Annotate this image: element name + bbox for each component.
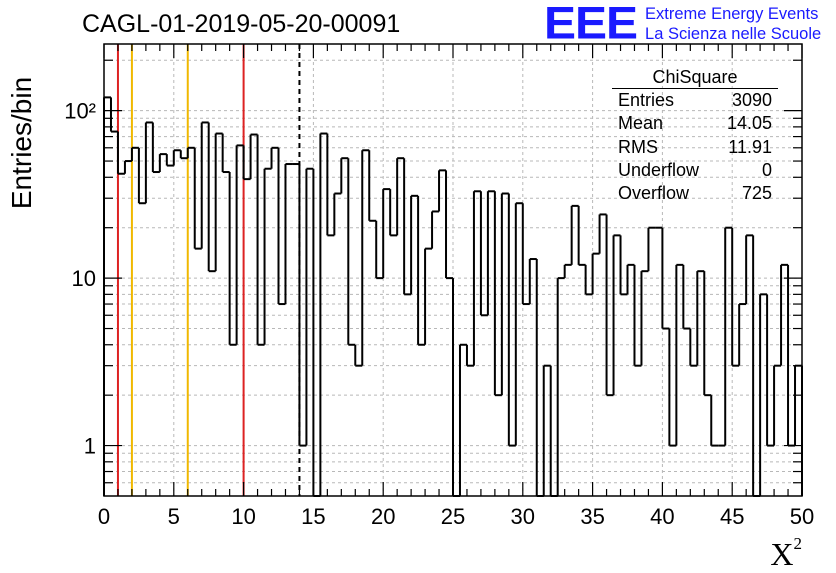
stats-value: 0 [761, 159, 772, 180]
eee-logo-mark: EEE [544, 0, 638, 49]
stats-label: Underflow [618, 159, 700, 180]
y-tick-label: 10² [64, 99, 96, 124]
x-tick-label: 10 [231, 504, 255, 529]
stats-row-overflow: Overflow 725 [612, 182, 778, 205]
eee-logo: EEE Extreme Energy Events La Scienza nel… [544, 0, 821, 49]
eee-logo-text: Extreme Energy Events La Scienza nelle S… [645, 4, 821, 44]
stats-value: 3090 [731, 90, 772, 110]
x-tick-label: 35 [580, 504, 604, 529]
stats-row-mean: Mean 14.05 [612, 112, 778, 135]
stats-value: 725 [741, 183, 772, 204]
y-tick-label: 10 [72, 266, 96, 291]
chart-title: CAGL-01-2019-05-20-00091 [82, 10, 401, 38]
x-tick-label: 20 [371, 504, 395, 529]
x-axis-label: X2 [770, 534, 803, 573]
x-tick-label: 30 [511, 504, 535, 529]
stats-value: 14.05 [726, 113, 772, 134]
x-tick-label: 25 [441, 504, 465, 529]
y-tick-label: 1 [84, 434, 96, 459]
stats-row-underflow: Underflow 0 [612, 159, 778, 182]
x-tick-label: 0 [98, 504, 110, 529]
logo-line-2: La Scienza nelle Scuole [645, 25, 822, 43]
stats-label: Entries [618, 90, 675, 110]
stats-label: RMS [618, 136, 658, 157]
x-tick-label: 50 [790, 504, 814, 529]
stats-label: Mean [618, 113, 664, 134]
x-axis-label-text: X [770, 536, 794, 572]
x-tick-label: 45 [720, 504, 744, 529]
stats-row-entries: Entries 3090 [612, 89, 778, 112]
x-tick-label: 15 [301, 504, 325, 529]
stats-row-rms: RMS 11.91 [612, 136, 778, 159]
x-tick-label: 40 [650, 504, 674, 529]
stats-label: Overflow [618, 183, 690, 204]
logo-line-1: Extreme Energy Events [645, 5, 819, 23]
stats-value: 11.91 [728, 136, 772, 157]
x-tick-label: 5 [168, 504, 180, 529]
x-axis-label-superscript: 2 [793, 534, 803, 554]
stats-box: ChiSquare Entries 3090 Mean 14.05 RMS 11.91… [612, 66, 778, 205]
stats-header: ChiSquare [612, 66, 778, 89]
